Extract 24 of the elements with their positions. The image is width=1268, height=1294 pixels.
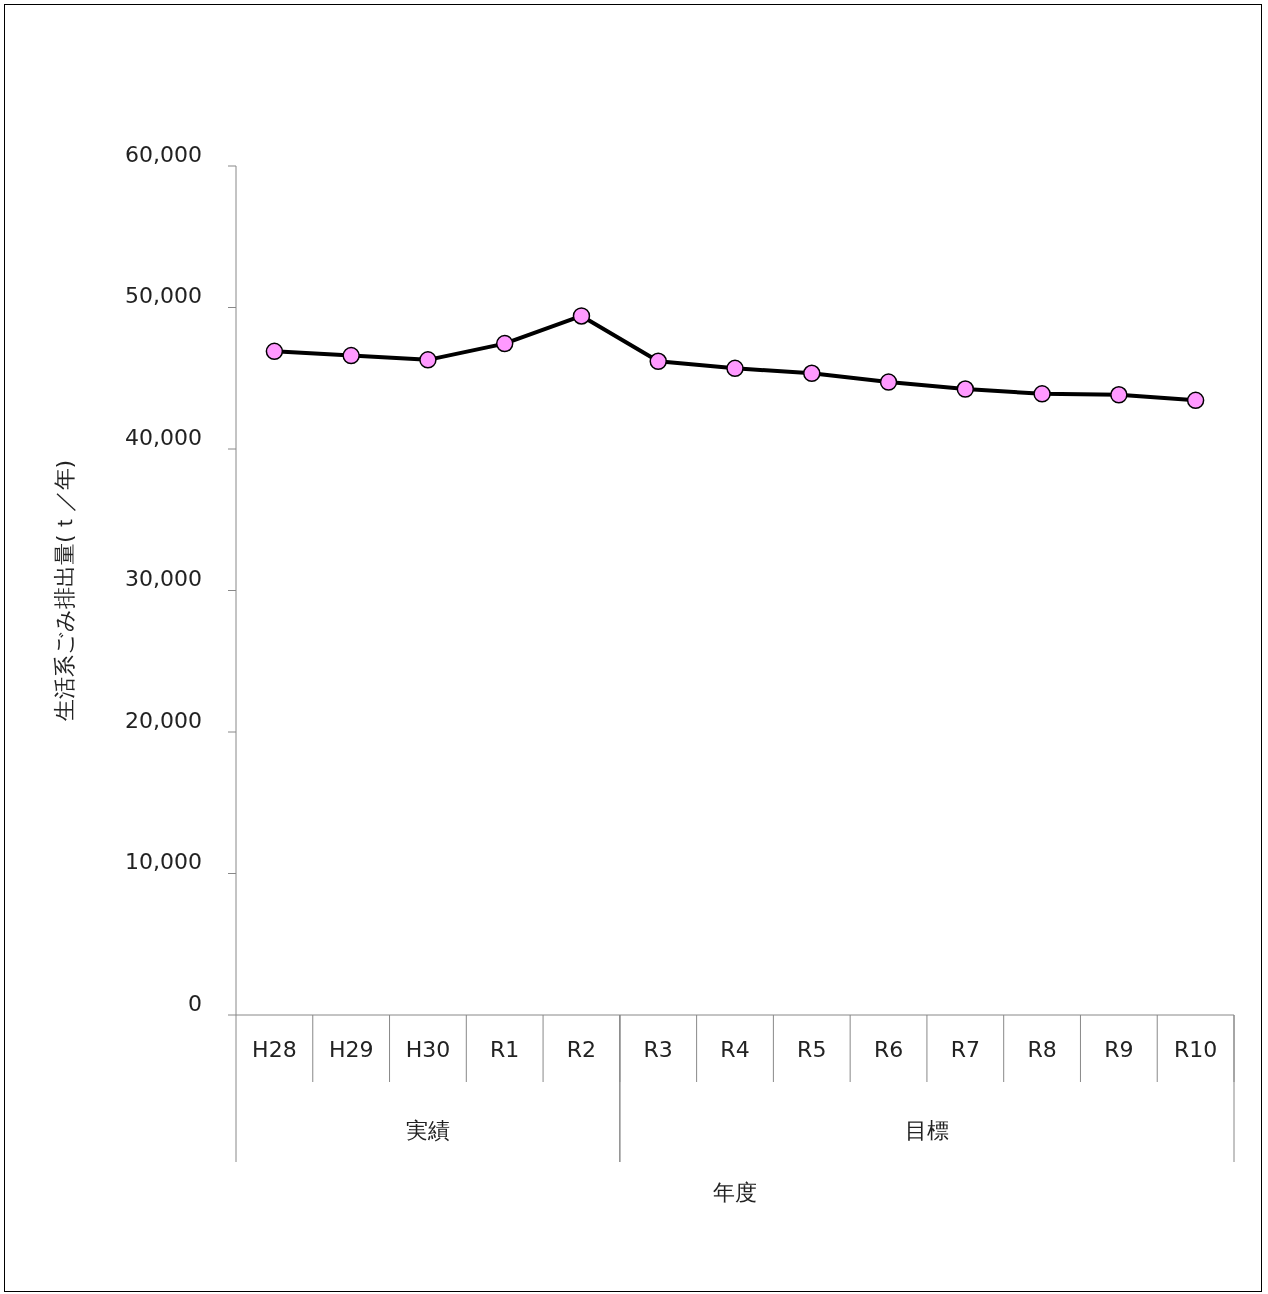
y-tick-label: 50,000 <box>125 283 202 309</box>
x-tick-label: R7 <box>950 1036 980 1062</box>
x-tick-label: H30 <box>405 1036 451 1062</box>
x-tick-label: R6 <box>873 1036 904 1062</box>
y-tick-label: 0 <box>188 990 202 1016</box>
x-tick-label: R2 <box>566 1036 597 1062</box>
y-tick-label: 10,000 <box>125 849 202 875</box>
x-tick-label: R4 <box>720 1036 750 1062</box>
y-tick-label: 60,000 <box>125 141 202 167</box>
x-tick-label: R3 <box>643 1036 673 1062</box>
text: 実績 <box>405 1118 450 1143</box>
x-tick-label: R8 <box>1027 1036 1057 1062</box>
x-tick-label: H28 <box>252 1036 297 1062</box>
y-tick-label: 40,000 <box>125 424 202 450</box>
x-tick-label: R9 <box>1104 1036 1134 1062</box>
x-tick-label: R5 <box>797 1036 827 1062</box>
y-axis-title: 生活系ごみ排出量(ｔ／年) <box>52 459 77 722</box>
y-tick-label: 30,000 <box>125 566 202 592</box>
text: 年度 <box>713 1180 757 1205</box>
x-tick-label: R1 <box>490 1036 520 1062</box>
y-tick-label: 20,000 <box>125 707 202 733</box>
text: 目標 <box>904 1118 949 1143</box>
x-tick-label: R10 <box>1173 1036 1218 1062</box>
x-tick-label: H29 <box>328 1036 374 1062</box>
